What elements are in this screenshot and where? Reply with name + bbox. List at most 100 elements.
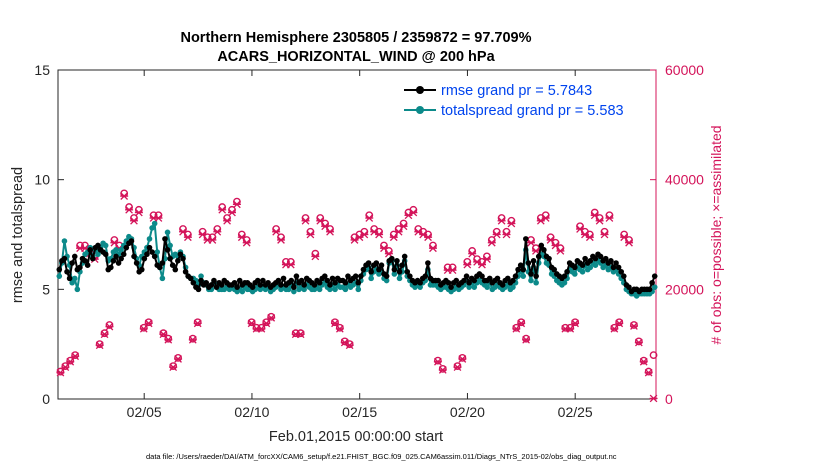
y-right-tick-label: 40000: [665, 172, 704, 188]
rmse-point: [510, 277, 516, 284]
rmse-point: [368, 268, 374, 275]
obs-assimilated-point: [174, 355, 183, 363]
totalspread-point: [368, 275, 374, 282]
totalspread-point: [71, 275, 78, 282]
rmse-point: [254, 277, 261, 284]
rmse-point: [177, 251, 184, 258]
y-tick-label: 5: [42, 281, 50, 297]
rmse-point: [401, 253, 408, 260]
legend-spread-marker: [416, 106, 424, 114]
rmse-point: [530, 258, 537, 264]
rmse-point: [525, 260, 532, 266]
obs-assimilated-point: [213, 227, 222, 236]
rmse-point: [499, 282, 506, 288]
obs-assimilated-point: [375, 230, 384, 239]
rmse-point: [561, 273, 568, 279]
obs-assimilated-point: [277, 236, 286, 244]
obs-assimilated-point: [242, 238, 251, 247]
obs-assimilated-point: [517, 319, 526, 328]
rmse-point: [404, 268, 411, 275]
rmse-point: [231, 279, 238, 286]
rmse-point: [538, 242, 545, 249]
rmse-point: [159, 260, 166, 266]
totalspread-point: [167, 242, 173, 249]
obs-assimilated-point: [169, 363, 178, 372]
rmse-point: [471, 277, 478, 284]
legend-rmse-marker: [416, 86, 424, 94]
obs-possible-point: [100, 329, 109, 338]
obs-possible-point: [169, 362, 178, 370]
rmse-point: [316, 279, 323, 286]
totalspread-point: [74, 286, 81, 293]
obs-assimilated-point: [595, 216, 604, 225]
obs-assimilated-point: [95, 341, 104, 350]
rmse-point: [265, 279, 271, 286]
obs-possible-point: [139, 323, 148, 332]
rmse-point: [435, 277, 441, 284]
rmse-point: [321, 273, 328, 279]
obs-assimilated-point: [634, 338, 643, 347]
obs-assimilated-point: [497, 216, 506, 225]
totalspread-point: [95, 251, 101, 258]
totalspread-point: [164, 229, 171, 236]
totalspread-point: [151, 220, 158, 227]
rmse-point: [64, 268, 70, 275]
obs-assimilated-point: [144, 319, 153, 328]
rmse-point: [533, 273, 539, 279]
obs-assimilated-point: [129, 216, 138, 225]
totalspread-point: [149, 225, 155, 231]
rmse-point: [218, 282, 225, 288]
obs-possible-point: [188, 334, 197, 343]
obs-assimilated-point: [399, 222, 408, 231]
obs-assimilated-point: [605, 214, 614, 222]
rmse-point: [448, 284, 454, 290]
rmse-point: [180, 255, 186, 262]
obs-assimilated-point: [267, 313, 276, 322]
obs-assimilated-point: [644, 368, 653, 377]
obs-possible-point: [615, 318, 624, 327]
rmse-point: [388, 255, 395, 262]
obs-assimilated-point: [409, 208, 418, 217]
rmse-point: [157, 264, 163, 271]
rmse-point: [234, 284, 240, 290]
rmse-point: [360, 266, 367, 273]
legend: rmse grand pr = 5.7843 totalspread grand…: [402, 80, 650, 122]
totalspread-point: [342, 286, 349, 293]
rmse-point: [582, 255, 588, 262]
rmse-point: [479, 273, 485, 279]
totalspread-point: [510, 284, 516, 290]
rmse-point: [365, 260, 372, 266]
totalspread-point: [592, 262, 599, 269]
rmse-point: [198, 277, 204, 284]
obs-count-markers: [56, 189, 658, 403]
obs-assimilated-point: [208, 236, 217, 244]
rmse-point: [260, 277, 266, 284]
rmse-point: [352, 273, 359, 279]
obs-possible-point: [610, 323, 619, 332]
data-file-footnote: data file: /Users/raeder/DAI/ATM_forcXX/…: [146, 452, 617, 461]
rmse-point: [131, 253, 137, 260]
rmse-point: [391, 266, 398, 273]
rmse-point: [291, 284, 297, 290]
totalspread-point: [118, 247, 124, 253]
rmse-point: [84, 262, 91, 269]
obs-assimilated-point: [228, 208, 237, 217]
totalspread-point: [383, 277, 390, 284]
y-right-tick-label: 0: [665, 391, 673, 407]
totalspread-point: [355, 286, 362, 293]
obs-possible-point: [164, 334, 173, 343]
rmse-point: [61, 255, 68, 262]
obs-possible-point: [159, 329, 168, 338]
obs-possible-point: [66, 356, 75, 365]
rmse-point: [71, 253, 78, 260]
rmse-point: [597, 253, 604, 260]
x-tick-label: 02/25: [558, 404, 593, 420]
obs-assimilated-point: [134, 208, 143, 217]
obs-possible-point: [634, 337, 643, 346]
series-lines: [56, 220, 658, 299]
obs-assimilated-point: [272, 227, 281, 236]
obs-assimilated-point: [531, 247, 540, 255]
rmse-point: [615, 264, 622, 271]
rmse-point: [213, 284, 220, 290]
